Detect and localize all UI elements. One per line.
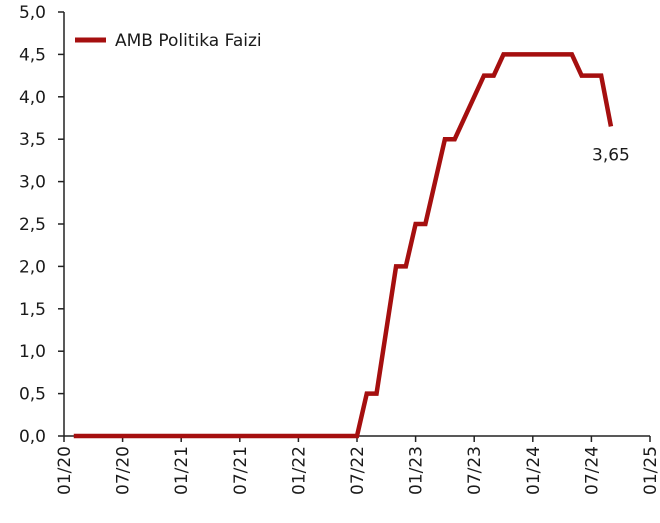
x-tick-label: 07/21 xyxy=(231,446,251,495)
x-tick-label: 01/23 xyxy=(407,446,427,495)
x-tick-label: 07/22 xyxy=(348,446,368,495)
y-tick-label: 4,5 xyxy=(19,45,46,65)
y-tick-label: 1,0 xyxy=(19,342,46,362)
y-tick-label: 3,0 xyxy=(19,173,46,193)
y-tick-label: 0,0 xyxy=(19,427,46,447)
x-tick-label: 07/23 xyxy=(465,446,485,495)
x-tick-label: 01/20 xyxy=(55,446,75,495)
y-tick-label: 3,5 xyxy=(19,130,46,150)
x-tick-label: 01/22 xyxy=(289,446,309,495)
y-tick-label: 5,0 xyxy=(19,3,46,23)
x-tick-label: 07/20 xyxy=(114,446,134,495)
x-tick-label: 01/24 xyxy=(524,446,544,495)
y-tick-label: 2,0 xyxy=(19,257,46,277)
y-tick-label: 1,5 xyxy=(19,300,46,320)
legend-label: AMB Politika Faizi xyxy=(115,31,262,51)
x-tick-label: 07/24 xyxy=(582,446,602,495)
y-tick-label: 2,5 xyxy=(19,215,46,235)
x-tick-label: 01/25 xyxy=(641,446,660,495)
y-tick-label: 4,0 xyxy=(19,88,46,108)
x-tick-label: 01/21 xyxy=(172,446,192,495)
data-label: 3,65 xyxy=(592,145,630,165)
line-series xyxy=(73,52,614,439)
y-tick-label: 0,5 xyxy=(19,385,46,405)
